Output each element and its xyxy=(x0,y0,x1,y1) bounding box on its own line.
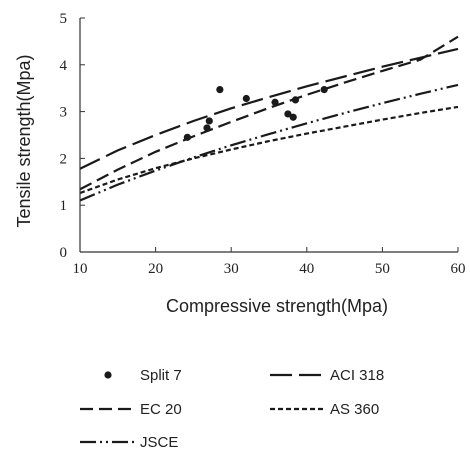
y-axis-title: Tensile strength(Mpa) xyxy=(14,54,34,227)
y-tick-label: 3 xyxy=(60,105,68,121)
x-tick-label: 50 xyxy=(375,261,390,277)
x-tick-label: 30 xyxy=(224,261,239,277)
legend-label: EC 20 xyxy=(140,401,182,418)
data-point xyxy=(205,117,213,125)
y-tick-label: 0 xyxy=(60,245,68,261)
x-tick-label: 60 xyxy=(451,261,466,277)
series-line-ec-20 xyxy=(80,35,459,191)
x-tick-label: 40 xyxy=(299,261,314,277)
data-point xyxy=(216,86,224,94)
x-axis-title: Compressive strength(Mpa) xyxy=(166,296,388,316)
legend-item: Split 7 xyxy=(104,367,182,384)
data-point xyxy=(183,133,191,141)
series-line-as-360 xyxy=(80,105,459,195)
legend-label: JSCE xyxy=(140,434,178,451)
legend-item: JSCE xyxy=(80,434,178,451)
y-tick-label: 2 xyxy=(60,151,68,167)
data-point xyxy=(289,113,297,121)
x-tick-label: 20 xyxy=(148,261,163,277)
series-line-aci-318 xyxy=(80,47,459,170)
y-tick-label: 4 xyxy=(60,58,68,74)
plot-area xyxy=(80,35,459,202)
legend-item: EC 20 xyxy=(80,401,182,418)
legend-item: ACI 318 xyxy=(270,367,384,384)
data-point xyxy=(271,98,279,106)
legend-item: AS 360 xyxy=(270,401,379,418)
data-point xyxy=(320,86,328,94)
legend-label: ACI 318 xyxy=(330,367,384,384)
legend-label: Split 7 xyxy=(140,367,182,384)
series-line-jsce xyxy=(80,83,459,202)
data-point xyxy=(242,94,250,103)
data-point xyxy=(284,110,292,118)
legend: Split 7 ACI 318 EC 20 AS 360 JSCE xyxy=(80,367,384,451)
y-tick-label: 1 xyxy=(60,198,68,214)
y-tick-label: 5 xyxy=(60,11,68,27)
data-point xyxy=(203,124,211,132)
legend-label: AS 360 xyxy=(330,401,379,418)
axes: 10 20 30 40 50 60 0 1 2 3 4 5 Compressive strength(M… xyxy=(14,11,466,316)
data-point xyxy=(291,96,300,104)
legend-marker xyxy=(104,371,112,379)
x-tick-label: 10 xyxy=(73,261,88,277)
